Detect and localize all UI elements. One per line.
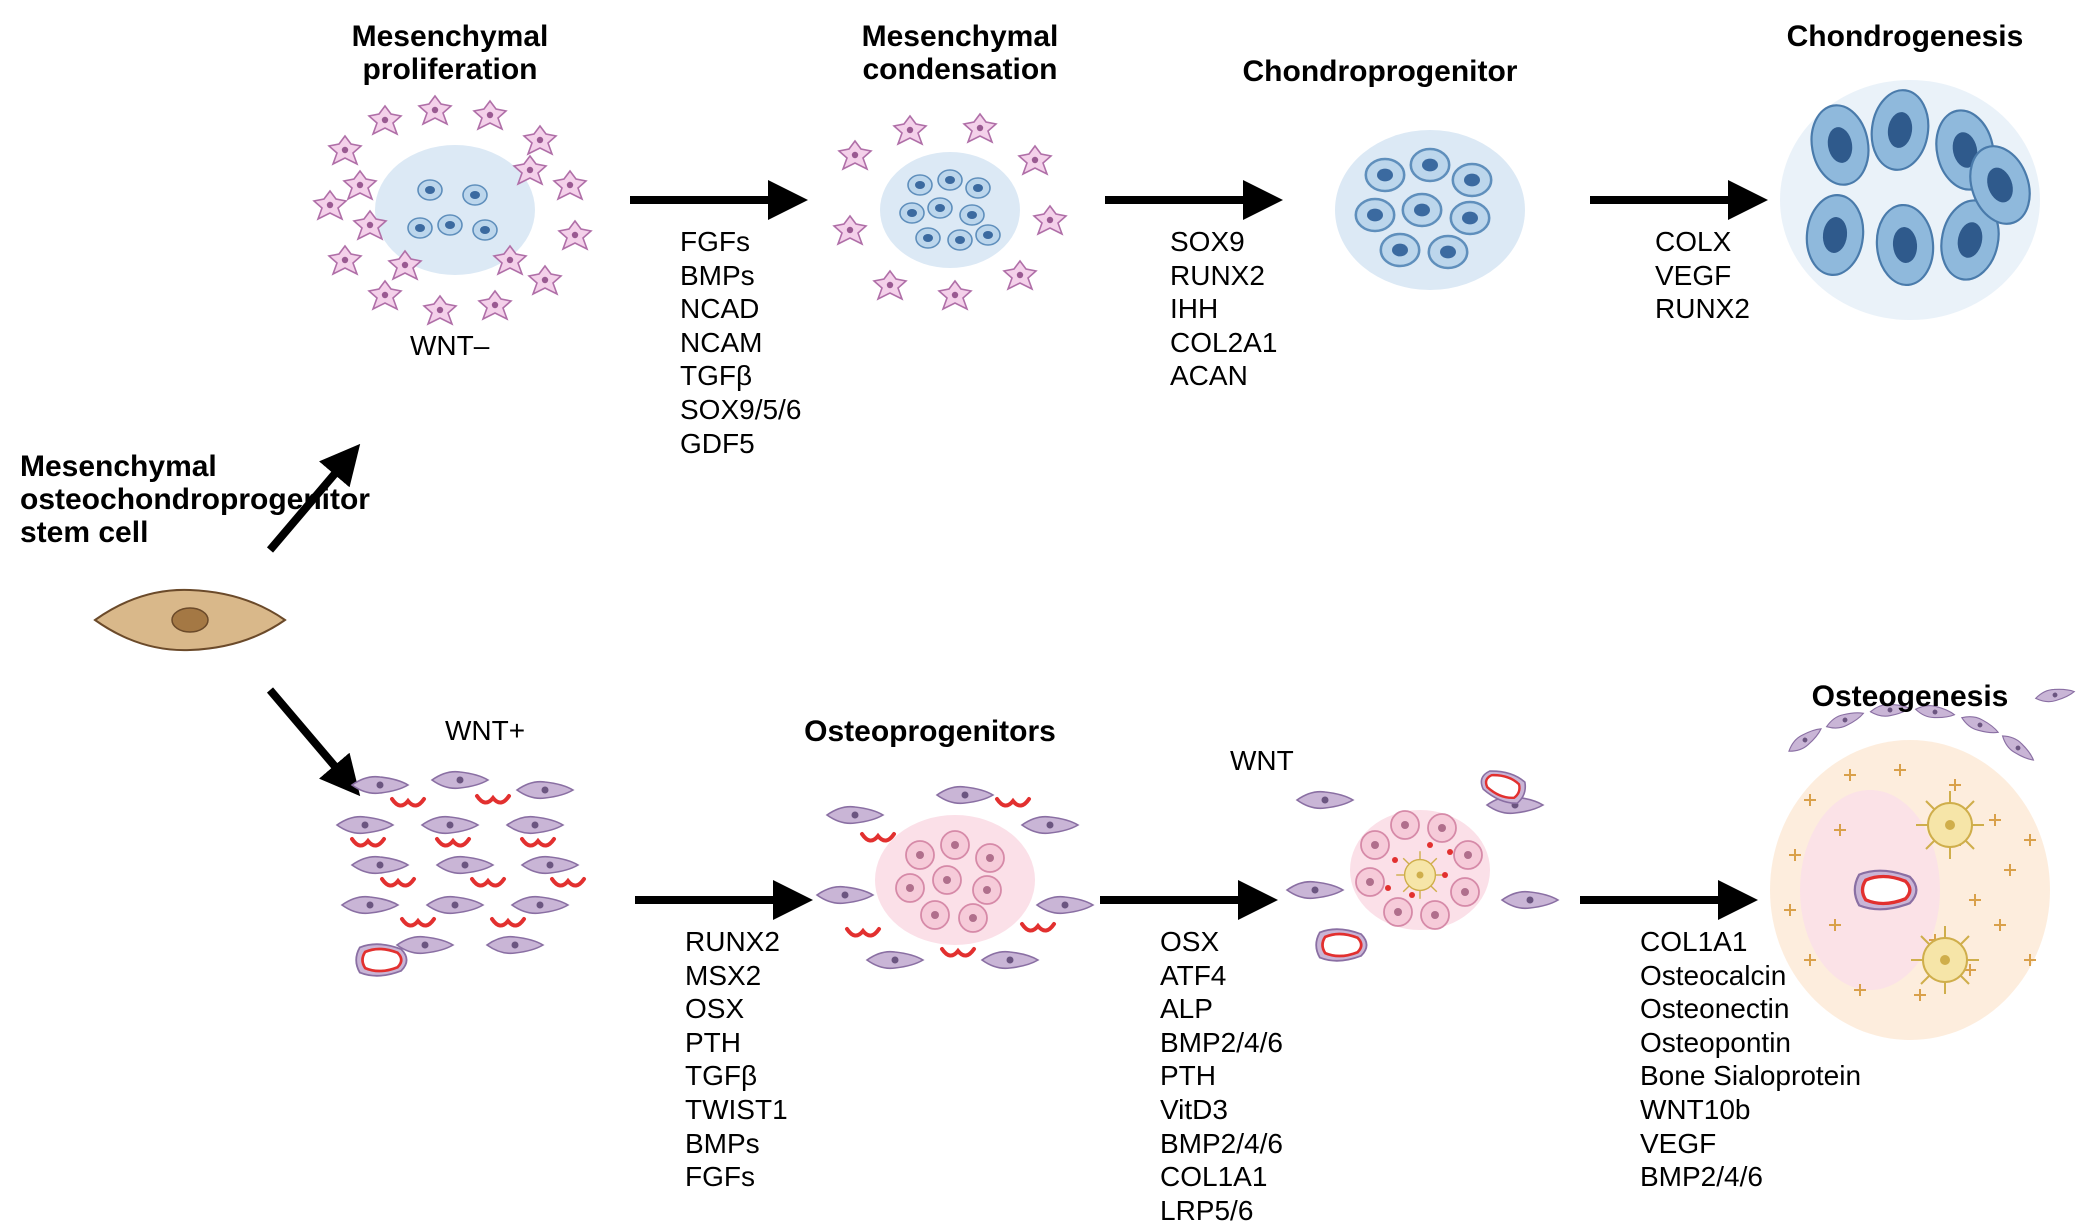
chondroprogenitor-glyph (1335, 130, 1525, 290)
gene-list-top-3: COLX VEGF RUNX2 (1655, 225, 1750, 326)
gene-list-bottom-1: RUNX2 MSX2 OSX PTH TGFβ TWIST1 BMPs FGFs (685, 925, 788, 1194)
mes-condensation-glyph (834, 114, 1066, 309)
mes-proliferation-title: Mesenchymal proliferation (300, 20, 600, 86)
gene-list-bottom-3: COL1A1 Osteocalcin Osteonectin Osteopont… (1640, 925, 1861, 1194)
wnt-plus-label: WNT+ (445, 715, 525, 747)
mes-proliferation-glyph (314, 96, 591, 324)
gene-list-top-2: SOX9 RUNX2 IHH COL2A1 ACAN (1170, 225, 1277, 393)
stem-cell-glyph (95, 590, 285, 650)
arrow-stem-to-bottom (270, 690, 355, 790)
wnt-minus-label: WNT– (410, 330, 489, 362)
osteo-vascularized-glyph (1287, 765, 1558, 961)
chondroprogenitor-title: Chondroprogenitor (1210, 55, 1550, 88)
chondrogenesis-glyph (1780, 80, 2040, 320)
osteoprogenitors-title: Osteoprogenitors (770, 715, 1090, 748)
osteoprogenitors-glyph (817, 787, 1093, 969)
wnt-label: WNT (1230, 745, 1294, 777)
chondrogenesis-title: Chondrogenesis (1740, 20, 2070, 53)
stem-cell-title: Mesenchymal osteochondroprogenitor stem … (20, 450, 390, 549)
gene-list-top-1: FGFs BMPs NCAD NCAM TGFβ SOX9/5/6 GDF5 (680, 225, 801, 460)
gene-list-bottom-2: OSX ATF4 ALP BMP2/4/6 PTH VitD3 BMP2/4/6… (1160, 925, 1283, 1227)
osteogenesis-title: Osteogenesis (1760, 680, 2060, 713)
mes-condensation-title: Mesenchymal condensation (810, 20, 1110, 86)
wnt-plus-glyph (337, 772, 584, 976)
